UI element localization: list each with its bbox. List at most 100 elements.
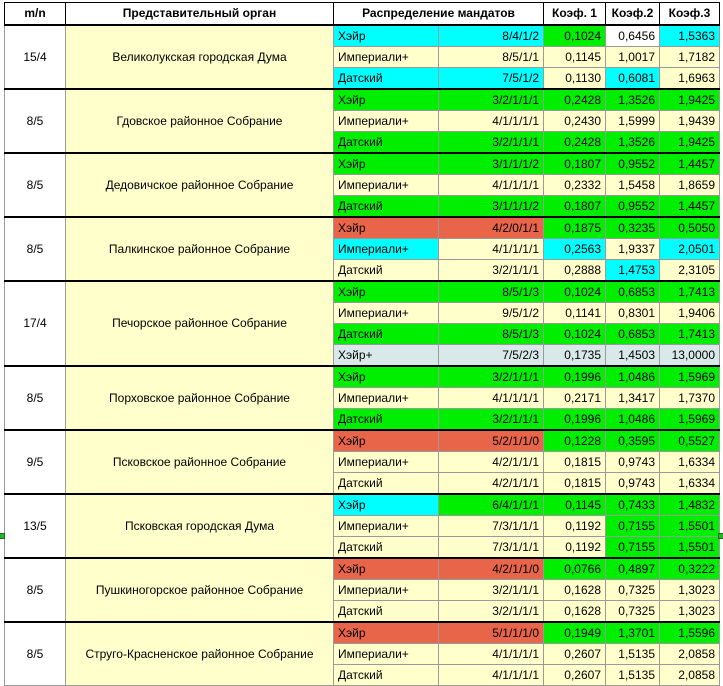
cell-k3[interactable]: 1,5596: [659, 620, 720, 644]
cell-dist[interactable]: 3/2/1/1/1: [438, 258, 544, 281]
cell-k3[interactable]: 1,5969: [659, 407, 720, 430]
cell-method[interactable]: Хэйр+: [333, 343, 439, 366]
cell-k3[interactable]: 1,9439: [659, 109, 720, 132]
cell-k2[interactable]: 0,7325: [605, 599, 660, 622]
cell-k1[interactable]: 0,1192: [543, 514, 606, 537]
cell-method[interactable]: Датский: [333, 130, 439, 153]
cell-k3[interactable]: 2,0858: [659, 663, 720, 686]
cell-k2[interactable]: 0,7433: [605, 492, 660, 516]
cell-method[interactable]: Империали+: [333, 45, 439, 68]
header-k3[interactable]: Коэф.3: [659, 2, 720, 25]
cell-method[interactable]: Хэйр: [333, 87, 439, 111]
cell-k2[interactable]: 0,6081: [605, 66, 660, 89]
cell-dist[interactable]: 3/2/1/1/1: [438, 130, 544, 153]
cell-method[interactable]: Датский: [333, 471, 439, 494]
cell-dist[interactable]: 4/2/1/1/1: [438, 450, 544, 473]
cell-method[interactable]: Датский: [333, 194, 439, 217]
cell-method[interactable]: Хэйр: [333, 428, 439, 452]
cell-k1[interactable]: 0,2332: [543, 173, 606, 196]
cell-k3[interactable]: 1,8659: [659, 173, 720, 196]
header-organ[interactable]: Представительный орган: [65, 2, 334, 25]
cell-dist[interactable]: 5/2/1/1/0: [438, 428, 544, 452]
cell-k2[interactable]: 0,8301: [605, 301, 660, 324]
cell-dist[interactable]: 4/1/1/1/1: [438, 109, 544, 132]
cell-method[interactable]: Датский: [333, 407, 439, 430]
cell-dist[interactable]: 4/1/1/1/1: [438, 173, 544, 196]
cell-k2[interactable]: 0,7155: [605, 535, 660, 558]
cell-organ[interactable]: Печорское районное Собрание: [65, 279, 334, 366]
cell-organ[interactable]: Порховское районное Собрание: [65, 364, 334, 430]
cell-dist[interactable]: 4/2/0/1/1: [438, 215, 544, 239]
cell-k1[interactable]: 0,1807: [543, 151, 606, 175]
cell-mn[interactable]: 8/5: [4, 556, 66, 622]
cell-k3[interactable]: 1,4832: [659, 492, 720, 516]
cell-dist[interactable]: 7/5/2/3: [438, 343, 544, 366]
cell-mn[interactable]: 9/5: [4, 428, 66, 494]
cell-mn[interactable]: 8/5: [4, 215, 66, 281]
cell-method[interactable]: Империали+: [333, 578, 439, 601]
cell-k1[interactable]: 0,1024: [543, 279, 606, 303]
cell-k2[interactable]: 1,0017: [605, 45, 660, 68]
cell-method[interactable]: Датский: [333, 66, 439, 89]
cell-k2[interactable]: 1,3417: [605, 386, 660, 409]
cell-dist[interactable]: 9/5/1/2: [438, 301, 544, 324]
cell-dist[interactable]: 4/1/1/1/1: [438, 642, 544, 665]
cell-k3[interactable]: 1,5969: [659, 364, 720, 388]
cell-k2[interactable]: 1,9337: [605, 237, 660, 260]
header-distribution[interactable]: Распределение мандатов: [333, 2, 544, 25]
cell-k1[interactable]: 0,1807: [543, 194, 606, 217]
cell-dist[interactable]: 4/1/1/1/1: [438, 237, 544, 260]
cell-dist[interactable]: 4/1/1/1/1: [438, 663, 544, 686]
cell-k3[interactable]: 1,3023: [659, 578, 720, 601]
cell-k1[interactable]: 0,2430: [543, 109, 606, 132]
cell-k2[interactable]: 0,9743: [605, 450, 660, 473]
cell-dist[interactable]: 3/1/1/1/2: [438, 151, 544, 175]
header-k1[interactable]: Коэф. 1: [543, 2, 606, 25]
cell-k3[interactable]: 1,5501: [659, 514, 720, 537]
cell-k2[interactable]: 1,5458: [605, 173, 660, 196]
cell-dist[interactable]: 3/2/1/1/1: [438, 578, 544, 601]
cell-dist[interactable]: 4/2/1/1/0: [438, 556, 544, 580]
cell-method[interactable]: Датский: [333, 535, 439, 558]
cell-k3[interactable]: 0,5050: [659, 215, 720, 239]
cell-method[interactable]: Хэйр: [333, 620, 439, 644]
cell-organ[interactable]: Псковская городская Дума: [65, 492, 334, 558]
cell-dist[interactable]: 6/4/1/1/1: [438, 492, 544, 516]
cell-organ[interactable]: Псковское районное Собрание: [65, 428, 334, 494]
cell-organ[interactable]: Гдовское районное Собрание: [65, 87, 334, 153]
cell-method[interactable]: Хэйр: [333, 23, 439, 47]
cell-k2[interactable]: 0,7325: [605, 578, 660, 601]
cell-dist[interactable]: 3/2/1/1/1: [438, 407, 544, 430]
cell-method[interactable]: Империали+: [333, 642, 439, 665]
cell-k1[interactable]: 0,2171: [543, 386, 606, 409]
cell-k2[interactable]: 1,5135: [605, 663, 660, 686]
cell-k1[interactable]: 0,2428: [543, 130, 606, 153]
cell-organ[interactable]: Струго-Красненское районное Собрание: [65, 620, 334, 686]
cell-k3[interactable]: 1,6963: [659, 66, 720, 89]
cell-k1[interactable]: 0,2563: [543, 237, 606, 260]
cell-method[interactable]: Хэйр: [333, 492, 439, 516]
cell-method[interactable]: Империали+: [333, 109, 439, 132]
cell-k2[interactable]: 0,6853: [605, 279, 660, 303]
cell-k1[interactable]: 0,1735: [543, 343, 606, 366]
cell-k2[interactable]: 0,9552: [605, 151, 660, 175]
cell-dist[interactable]: 3/2/1/1/1: [438, 599, 544, 622]
cell-k1[interactable]: 0,1130: [543, 66, 606, 89]
cell-k1[interactable]: 0,1141: [543, 301, 606, 324]
cell-k3[interactable]: 0,3222: [659, 556, 720, 580]
cell-mn[interactable]: 8/5: [4, 87, 66, 153]
cell-k1[interactable]: 0,1628: [543, 599, 606, 622]
cell-k3[interactable]: 1,7370: [659, 386, 720, 409]
cell-organ[interactable]: Дедовичское районное Собрание: [65, 151, 334, 217]
cell-dist[interactable]: 8/5/1/3: [438, 322, 544, 345]
cell-method[interactable]: Империали+: [333, 237, 439, 260]
cell-k2[interactable]: 0,3235: [605, 215, 660, 239]
cell-k1[interactable]: 0,1815: [543, 471, 606, 494]
cell-dist[interactable]: 8/5/1/1: [438, 45, 544, 68]
cell-k3[interactable]: 1,6334: [659, 471, 720, 494]
cell-k2[interactable]: 0,9552: [605, 194, 660, 217]
right-row-marker-icon[interactable]: [718, 533, 723, 539]
cell-k1[interactable]: 0,2607: [543, 663, 606, 686]
cell-mn[interactable]: 13/5: [4, 492, 66, 558]
cell-dist[interactable]: 8/5/1/3: [438, 279, 544, 303]
